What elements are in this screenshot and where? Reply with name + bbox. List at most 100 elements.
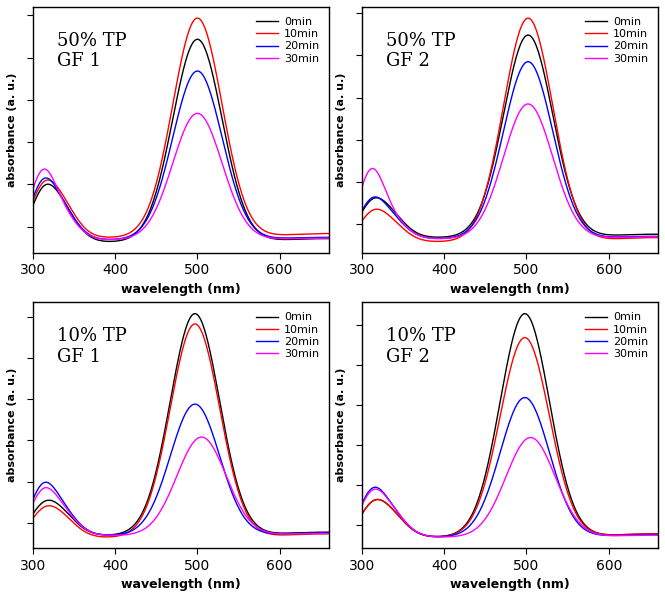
20min [499, 438, 507, 446]
10min [106, 234, 114, 241]
0min [206, 349, 214, 356]
0min [524, 32, 532, 39]
10min [194, 14, 201, 22]
Line: 0min: 0min [362, 35, 658, 237]
10min [519, 20, 527, 27]
30min [170, 479, 178, 486]
10min [521, 334, 529, 341]
30min [273, 235, 281, 242]
10min [524, 14, 532, 22]
30min [190, 438, 198, 446]
20min [602, 532, 610, 539]
10min [273, 531, 281, 538]
20min [654, 531, 662, 538]
10min [434, 238, 442, 245]
0min [29, 510, 37, 517]
30min [109, 532, 117, 539]
0min [648, 231, 656, 238]
10min [206, 358, 214, 365]
0min [499, 112, 507, 120]
10min [172, 84, 180, 91]
10min [501, 94, 509, 102]
30min [654, 233, 662, 240]
10min [190, 321, 198, 328]
Text: 50% TP
GF 1: 50% TP GF 1 [57, 32, 126, 71]
0min [433, 533, 441, 540]
30min [325, 234, 333, 242]
10min [29, 515, 37, 522]
0min [172, 100, 180, 107]
20min [524, 58, 532, 65]
20min [434, 533, 442, 540]
30min [206, 440, 214, 447]
30min [358, 184, 366, 191]
10min [602, 531, 610, 538]
20min [434, 235, 442, 242]
Text: 10% TP
GF 1: 10% TP GF 1 [57, 327, 126, 366]
10min [325, 530, 333, 538]
20min [29, 496, 37, 503]
10min [319, 530, 327, 538]
30min [190, 111, 198, 118]
30min [172, 475, 180, 482]
10min [172, 376, 180, 383]
20min [172, 434, 180, 441]
0min [273, 236, 281, 243]
10min [358, 218, 366, 225]
20min [535, 416, 543, 423]
0min [358, 510, 366, 517]
0min [194, 36, 201, 43]
10min [102, 533, 110, 541]
20min [190, 401, 198, 408]
0min [106, 238, 114, 245]
0min [648, 530, 656, 538]
10min [648, 234, 656, 241]
30min [194, 110, 201, 117]
20min [273, 530, 281, 538]
10min [358, 510, 366, 517]
Y-axis label: absorbance (a. u.): absorbance (a. u.) [7, 72, 17, 187]
10min [501, 389, 509, 396]
Line: 30min: 30min [33, 114, 329, 239]
10min [602, 234, 610, 242]
Line: 30min: 30min [362, 104, 658, 239]
30min [654, 532, 662, 539]
10min [648, 530, 656, 538]
Line: 20min: 20min [33, 404, 329, 535]
30min [524, 100, 532, 108]
Line: 0min: 0min [33, 39, 329, 242]
20min [106, 532, 114, 539]
30min [602, 233, 610, 240]
10min [519, 335, 527, 342]
20min [648, 233, 656, 240]
0min [325, 235, 333, 242]
30min [273, 530, 281, 537]
0min [172, 367, 180, 374]
30min [106, 236, 114, 243]
20min [29, 194, 37, 202]
20min [535, 76, 543, 83]
30min [519, 103, 527, 111]
10min [499, 104, 507, 111]
0min [602, 531, 610, 538]
0min [358, 209, 366, 216]
20min [170, 128, 178, 135]
20min [273, 234, 281, 241]
20min [519, 395, 527, 402]
X-axis label: wavelength (nm): wavelength (nm) [450, 282, 570, 295]
0min [654, 231, 662, 238]
20min [501, 432, 509, 440]
0min [521, 310, 529, 317]
0min [170, 377, 178, 384]
30min [170, 155, 178, 163]
20min [325, 234, 333, 241]
20min [501, 121, 509, 129]
10min [433, 533, 441, 540]
20min [319, 234, 327, 241]
30min [198, 434, 205, 441]
10min [654, 530, 662, 538]
20min [172, 121, 180, 128]
10min [273, 231, 281, 238]
30min [535, 114, 543, 121]
0min [190, 310, 198, 318]
